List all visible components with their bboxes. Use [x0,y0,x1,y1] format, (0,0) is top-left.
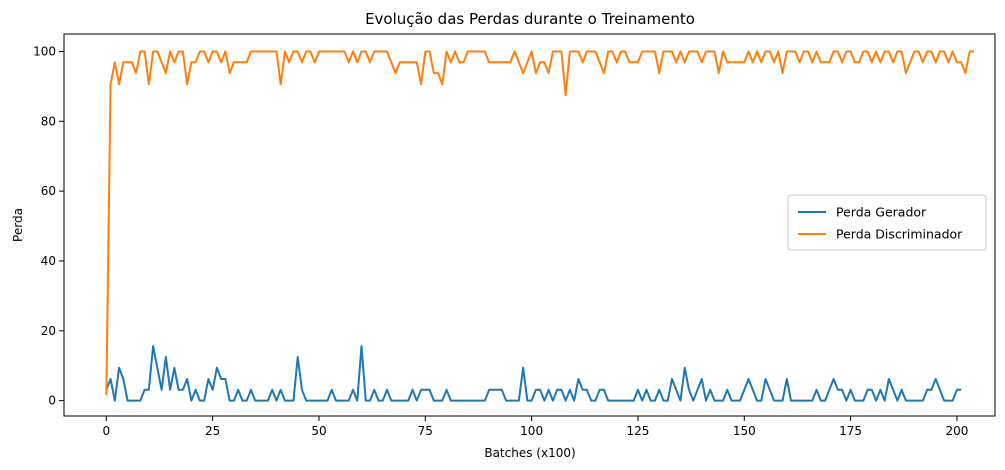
x-tick-label: 50 [311,424,326,438]
y-tick-label: 0 [48,394,56,408]
y-tick-label: 100 [33,44,56,58]
x-tick-label: 100 [520,424,543,438]
series-line-discriminador [105,50,974,396]
y-axis-label: Perda [11,208,25,242]
x-tick-label: 75 [418,424,433,438]
y-tick-label: 80 [41,114,56,128]
x-tick-label: 125 [627,424,650,438]
x-axis-label: Batches (x100) [484,446,575,460]
x-axis: 0 25 50 75 100 125 150 175 200 [102,416,968,438]
y-tick-label: 40 [41,254,56,268]
x-tick-label: 200 [945,424,968,438]
plot-series [105,50,974,402]
x-tick-label: 25 [205,424,220,438]
series-line-gerador [105,345,962,402]
plot-frame [63,33,996,417]
chart-title: Evolução das Perdas durante o Treinament… [365,10,695,28]
legend-label-discriminador: Perda Discriminador [836,227,963,242]
legend-label-gerador: Perda Gerador [836,205,927,220]
x-tick-label: 150 [733,424,756,438]
y-tick-label: 60 [41,184,56,198]
legend: Perda Gerador Perda Discriminador [787,194,987,251]
y-axis: 0 20 40 60 80 100 [33,44,64,408]
x-tick-label: 0 [102,424,110,438]
x-tick-label: 175 [839,424,862,438]
y-tick-label: 20 [41,324,56,338]
legend-box [787,194,987,251]
